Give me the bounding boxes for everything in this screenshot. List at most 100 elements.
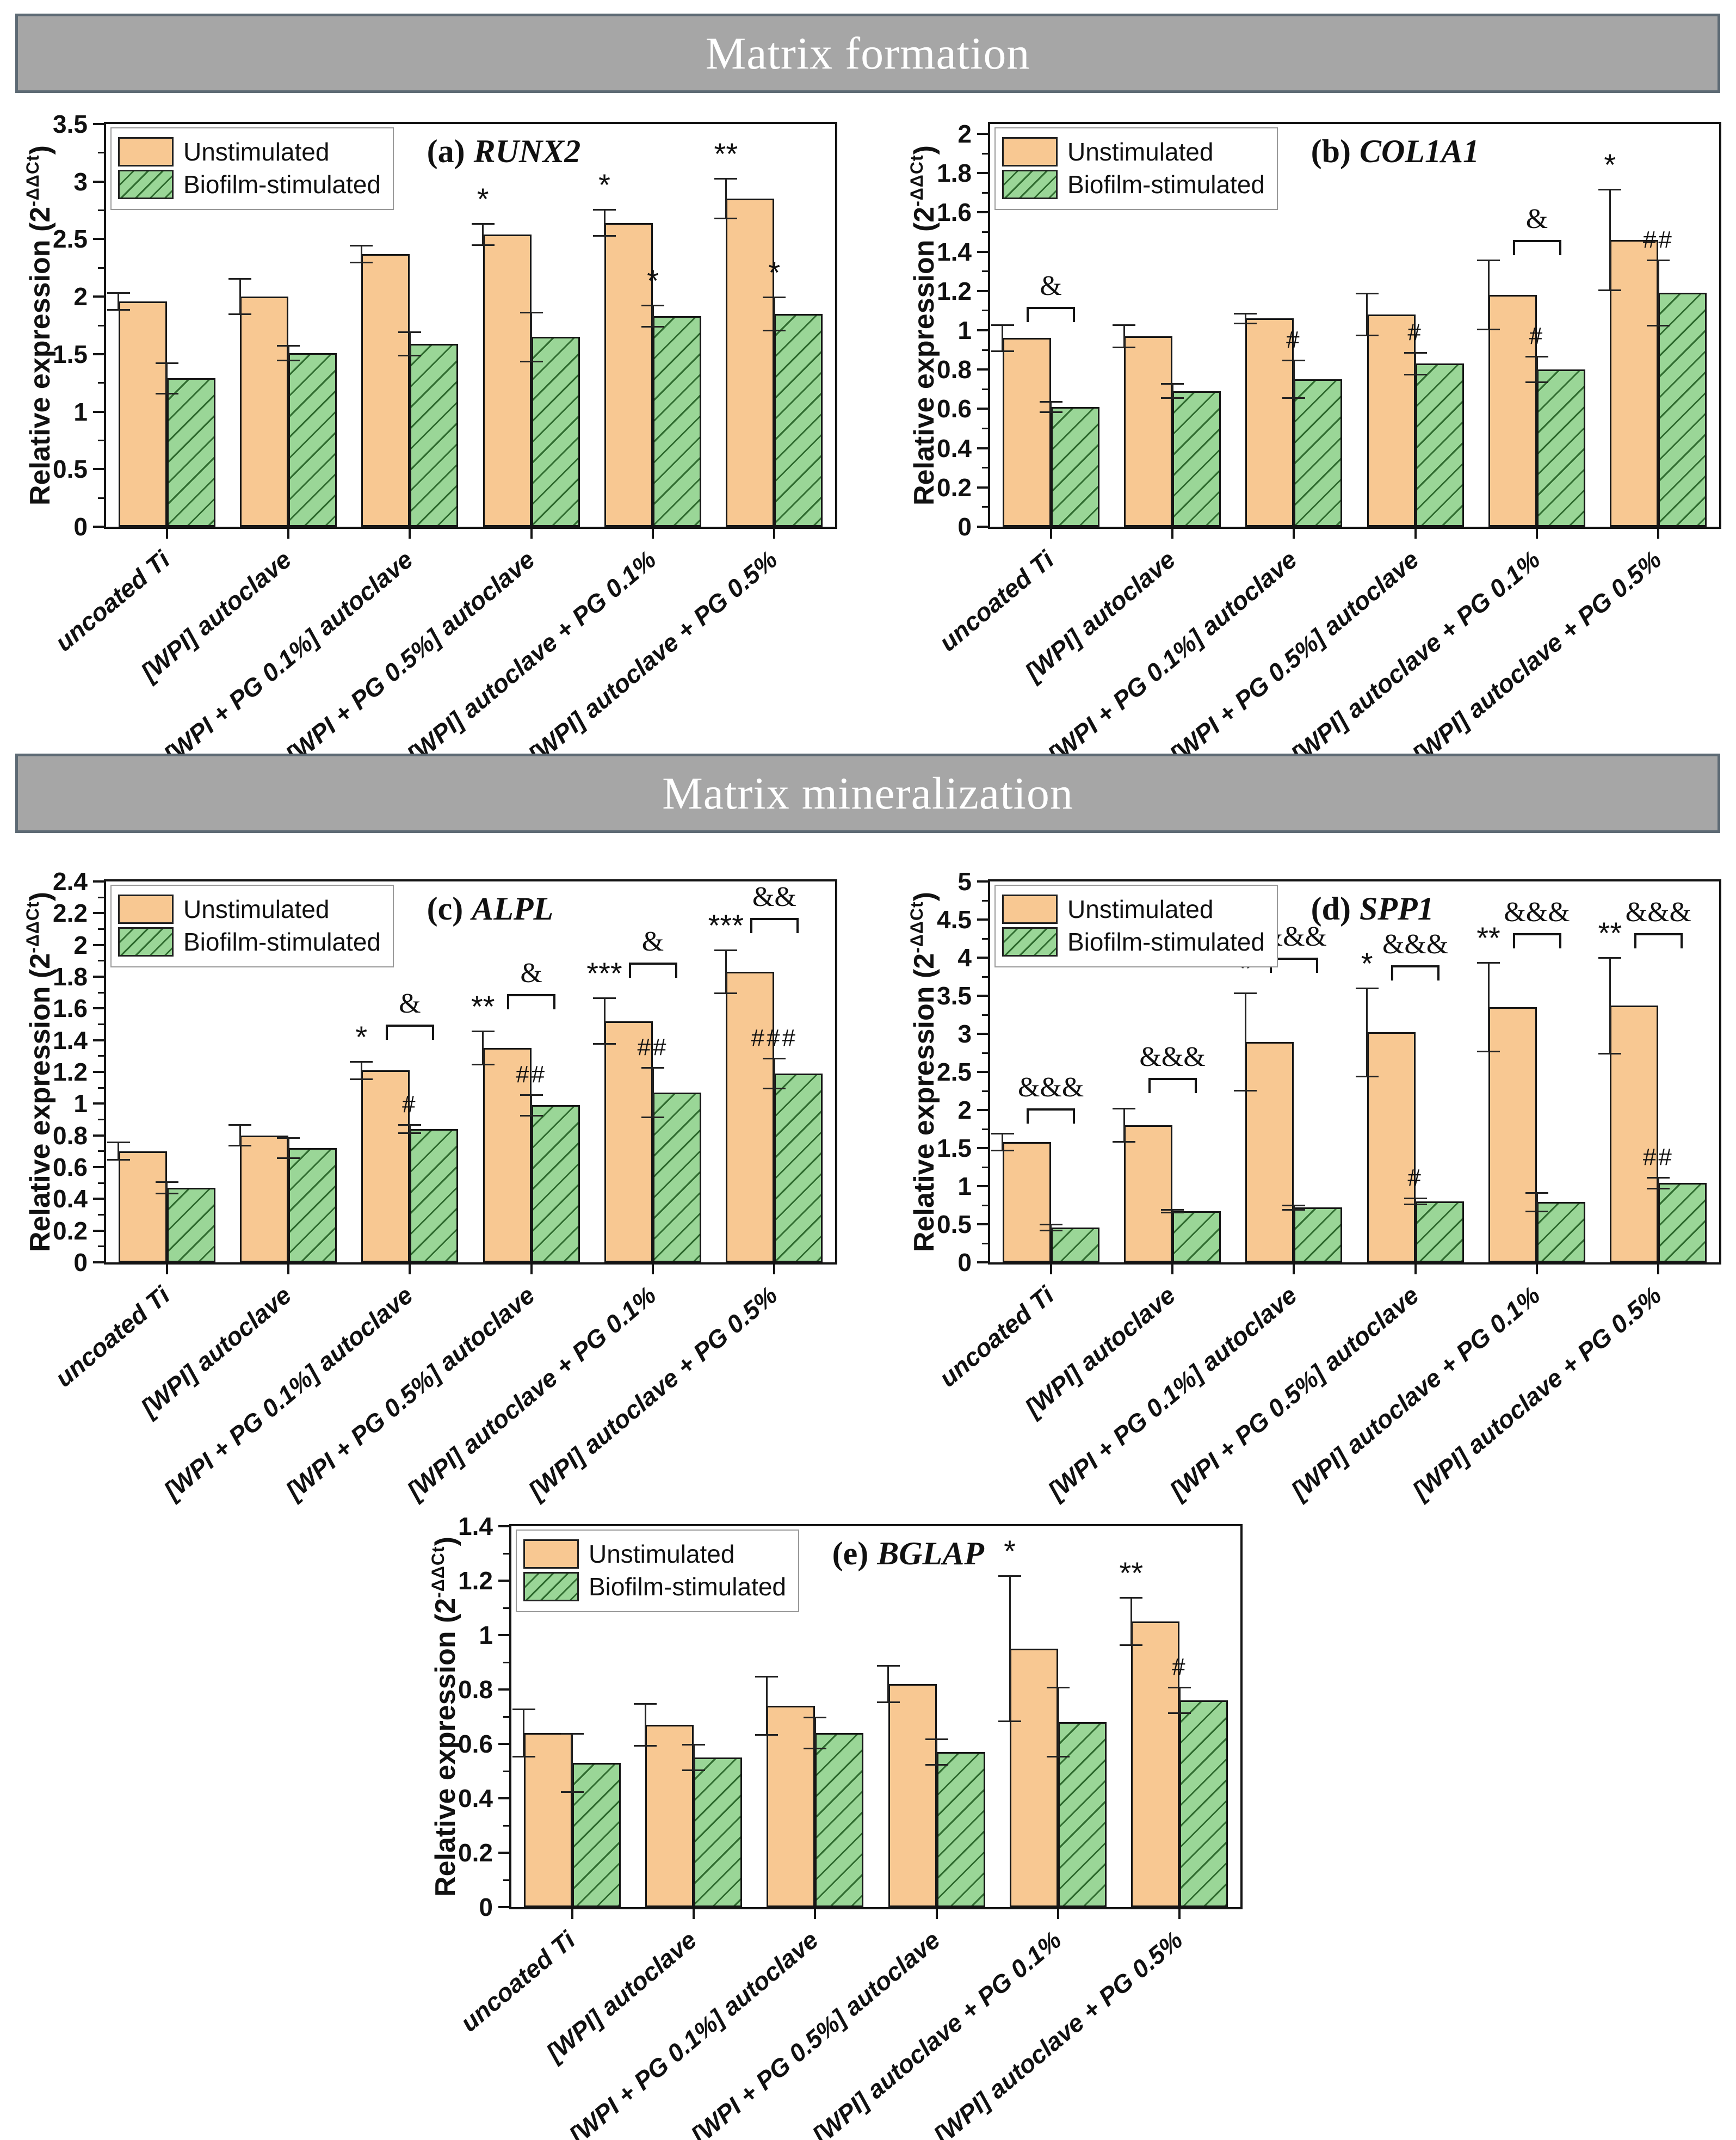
y-minor-tick: [98, 439, 104, 441]
legend-row-unstimulated: Unstimulated: [1002, 137, 1265, 166]
x-category-label: [WPI + PG 0.1%] autoclave: [1042, 1280, 1302, 1505]
y-tick-label: 4.5: [937, 905, 972, 934]
y-minor-tick: [503, 1552, 509, 1555]
y-minor-tick: [503, 1879, 509, 1881]
y-tick-label: 2.2: [53, 899, 88, 928]
panel-title-e: (e) BGLAP: [832, 1535, 984, 1572]
y-tick: [93, 1039, 104, 1041]
legend-swatch-biofilm-stimulated: [1002, 927, 1058, 957]
bar-biofilm-stimulated-group-1: [166, 378, 215, 527]
errorbar-unstimulated-group-6: [714, 949, 738, 995]
y-minor-tick: [982, 270, 988, 273]
bar-unstimulated-group-3: [767, 1706, 816, 1907]
sig-marker-unstimulated-group-6: **: [714, 137, 738, 171]
sig-marker-biofilm-stimulated-group-5: *: [647, 263, 659, 298]
errorbar-line: [1414, 351, 1417, 376]
x-tick: [1293, 529, 1295, 539]
x-category-label: [WPI + PG 0.5%] autoclave: [1164, 1280, 1424, 1505]
errorbar-biofilm-stimulated-group-4: [1404, 1198, 1427, 1205]
y-tick-label: 0.6: [53, 1153, 88, 1181]
x-tick: [814, 1909, 817, 1919]
errorbar-cap-bottom: [1047, 1756, 1070, 1757]
y-tick: [977, 957, 988, 959]
bar-biofilm-stimulated-group-3: [410, 1129, 459, 1262]
y-tick-label: 0.2: [53, 1216, 88, 1245]
errorbar-cap-bottom: [1404, 1204, 1427, 1205]
y-minor-tick: [982, 1052, 988, 1054]
errorbar-line: [1366, 987, 1368, 1077]
bar-biofilm-stimulated-group-4: [1415, 1201, 1464, 1262]
errorbar-line: [1244, 312, 1246, 325]
y-tick: [93, 880, 104, 883]
errorbar-unstimulated-group-4: [1355, 987, 1379, 1077]
bracket-group-3: [385, 1024, 434, 1040]
y-minor-tick: [503, 1770, 509, 1772]
bar-biofilm-stimulated-group-5: [1537, 1202, 1585, 1262]
panel-gene-name: RUNX2: [473, 133, 581, 169]
x-tick: [935, 1909, 938, 1919]
panel-gene-name: BGLAP: [877, 1535, 984, 1571]
y-minor-tick: [982, 192, 988, 194]
y-tick-label: 1.4: [53, 1026, 88, 1054]
chart-panel-e: Relative expression (2-ΔΔCt) * ** # Unstimul…: [405, 1496, 1254, 2140]
errorbar-cap-bottom: [1647, 1187, 1670, 1189]
y-tick: [498, 1688, 509, 1691]
y-tick: [498, 1580, 509, 1582]
x-category-label: [WPI] autoclave + PG 0.5%: [523, 545, 783, 769]
errorbar-unstimulated-group-3: [350, 245, 373, 263]
bar-biofilm-stimulated-group-6: [1658, 293, 1707, 527]
y-minor-tick: [982, 1014, 988, 1016]
errorbar-cap-bottom: [1477, 1050, 1500, 1052]
errorbar-unstimulated-group-5: [593, 997, 616, 1045]
errorbar-unstimulated-group-6: [1598, 957, 1622, 1054]
y-tick: [977, 329, 988, 332]
legend-box: Unstimulated Biofilm-stimulated: [994, 885, 1278, 967]
bar-biofilm-stimulated-group-2: [694, 1757, 742, 1907]
errorbar-biofilm-stimulated-group-5: [1525, 1192, 1548, 1212]
errorbar-cap-bottom: [714, 992, 738, 995]
y-minor-tick: [503, 1716, 509, 1718]
x-category-label: [WPI] autoclave + PG 0.5%: [1407, 545, 1667, 769]
x-tick: [773, 529, 776, 539]
errorbar-cap-bottom: [634, 1745, 657, 1747]
y-tick-label: 1.6: [937, 198, 972, 227]
errorbar-line: [482, 223, 484, 246]
errorbar-unstimulated-group-5: [1477, 260, 1500, 330]
y-tick: [93, 1229, 104, 1232]
errorbar-biofilm-stimulated-group-1: [560, 1733, 584, 1793]
y-tick: [93, 353, 104, 355]
errorbar-unstimulated-group-2: [1113, 1107, 1135, 1143]
bar-unstimulated-group-6: [1610, 239, 1659, 527]
y-minor-tick: [98, 1055, 104, 1057]
sig-marker-biofilm-stimulated-group-6: ##: [1642, 1144, 1674, 1171]
legend-label-unstimulated: Unstimulated: [183, 137, 330, 166]
errorbar-cap-bottom: [398, 355, 422, 357]
y-minor-tick: [982, 388, 988, 390]
errorbar-cap-bottom: [1120, 1644, 1143, 1646]
errorbar-biofilm-stimulated-group-2: [277, 1137, 300, 1160]
legend-swatch-biofilm-stimulated: [523, 1572, 579, 1601]
x-tick: [409, 1265, 411, 1274]
y-tick-label: 1.8: [53, 963, 88, 991]
x-category-label: [WPI + PG 0.5%] autoclave: [280, 545, 540, 769]
errorbar-cap-bottom: [641, 1116, 664, 1118]
bar-biofilm-stimulated-group-2: [1172, 1211, 1221, 1262]
errorbar-line: [1487, 260, 1490, 330]
legend-row-biofilm-stimulated: Biofilm-stimulated: [523, 1572, 786, 1601]
y-minor-tick: [982, 467, 988, 469]
sig-marker-unstimulated-group-4: *: [477, 181, 489, 216]
errorbar-biofilm-stimulated-group-5: [1047, 1687, 1070, 1757]
y-tick-label: 2.5: [53, 225, 88, 254]
bracket-group-6: [750, 918, 799, 934]
y-tick: [93, 410, 104, 413]
bar-unstimulated-group-5: [1488, 295, 1537, 527]
chart-panel-d: Relative expression (2-ΔΔCt) * * ** ** # ## &&&…: [884, 852, 1733, 1515]
errorbar-unstimulated-group-4: [876, 1665, 900, 1703]
y-minor-tick: [98, 1119, 104, 1120]
errorbar-unstimulated-group-4: [471, 223, 495, 246]
errorbar-line: [1171, 383, 1173, 399]
errorbar-cap-bottom: [1234, 1090, 1257, 1092]
errorbar-line: [1366, 293, 1368, 336]
errorbar-unstimulated-group-2: [228, 1124, 251, 1147]
errorbar-cap-bottom: [682, 1769, 705, 1771]
